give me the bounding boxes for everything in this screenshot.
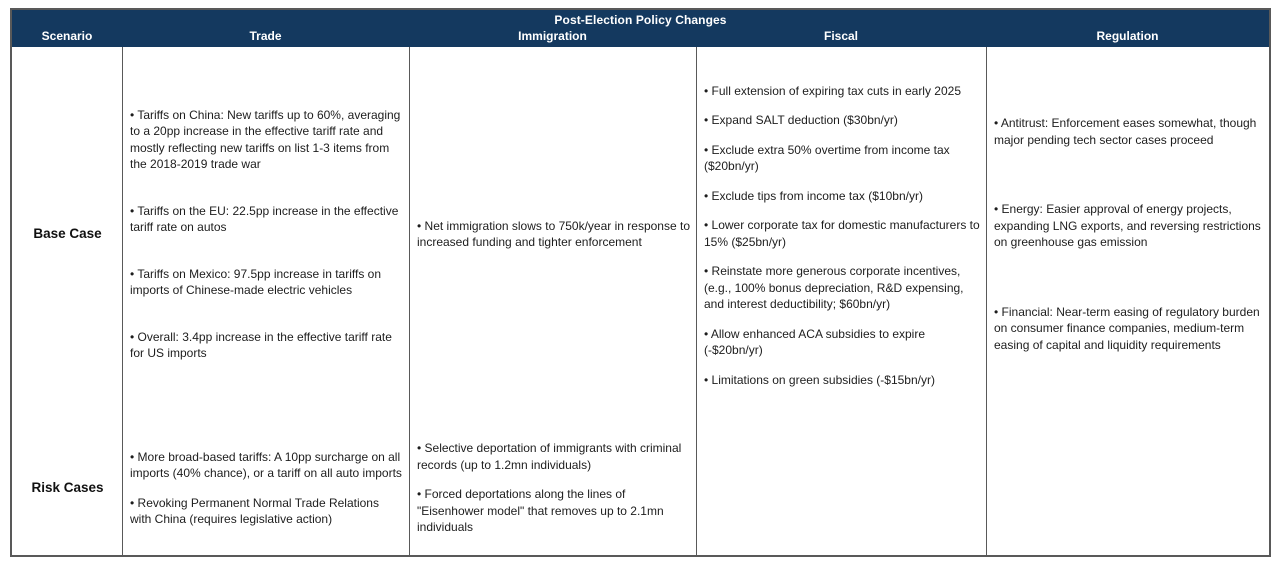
bullet-item: • Tariffs on China: New tariffs up to 60…: [130, 107, 401, 172]
bullet-item: • Reinstate more generous corporate ince…: [704, 264, 964, 312]
bullet-item: • Tariffs on Mexico: 97.5pp increase in …: [130, 266, 382, 298]
cell-risk-fiscal: [696, 421, 986, 555]
bullet-item: • Antitrust: Enforcement eases somewhat,…: [994, 116, 1257, 147]
cell-base-fiscal: • Full extension of expiring tax cuts in…: [696, 47, 986, 421]
column-header-scenario: Scenario: [41, 29, 93, 43]
cell-base-immigration: • Net immigration slows to 750k/year in …: [409, 47, 696, 421]
bullet-item: • Revoking Permanent Normal Trade Relati…: [130, 495, 379, 527]
bullet-item: • Expand SALT deduction ($30bn/yr): [704, 113, 898, 128]
cell-risk-immigration: • Selective deportation of immigrants wi…: [409, 421, 696, 555]
bullet-item: • More broad-based tariffs: A 10pp surch…: [130, 449, 402, 481]
bullet-item: • Limitations on green subsidies (-$15bn…: [704, 372, 935, 387]
bullet-item: • Overall: 3.4pp increase in the effecti…: [130, 329, 392, 361]
bullet-item: • Tariffs on the EU: 22.5pp increase in …: [130, 203, 399, 235]
bullet-item: • Lower corporate tax for domestic manuf…: [704, 218, 980, 249]
column-header-trade: Trade: [249, 29, 282, 43]
cell-base-regulation: • Antitrust: Enforcement eases somewhat,…: [986, 47, 1269, 421]
policy-changes-table: Post-Election Policy Changes Scenario Tr…: [10, 8, 1271, 557]
column-header-row: Scenario Trade Immigration Fiscal Regula…: [12, 30, 1269, 47]
cell-risk-regulation: [986, 421, 1269, 555]
scenario-label-base-case: Base Case: [33, 225, 102, 241]
cell-base-trade: • Tariffs on China: New tariffs up to 60…: [122, 47, 409, 421]
table-body: Base Case • Tariffs on China: New tariff…: [12, 47, 1269, 555]
bullet-item: • Exclude extra 50% overtime from income…: [704, 142, 950, 174]
column-header-regulation: Regulation: [1096, 29, 1159, 43]
bullet-item: • Allow enhanced ACA subsidies to expire…: [704, 326, 926, 358]
bullet-item: • Net immigration slows to 750k/year in …: [417, 218, 690, 250]
table-header: Post-Election Policy Changes Scenario Tr…: [12, 10, 1269, 47]
bullet-item: • Energy: Easier approval of energy proj…: [994, 202, 1261, 249]
cell-risk-trade: • More broad-based tariffs: A 10pp surch…: [122, 421, 409, 555]
bullet-item: • Selective deportation of immigrants wi…: [417, 441, 682, 472]
bullet-item: • Exclude tips from income tax ($10bn/yr…: [704, 188, 923, 203]
bullet-item: • Forced deportations along the lines of…: [417, 487, 664, 535]
column-header-fiscal: Fiscal: [823, 29, 859, 43]
scenario-label-risk-cases: Risk Cases: [31, 479, 104, 495]
bullet-item: • Financial: Near-term easing of regulat…: [994, 304, 1260, 352]
table-title: Post-Election Policy Changes: [554, 13, 727, 27]
column-header-immigration: Immigration: [518, 29, 587, 43]
bullet-item: • Full extension of expiring tax cuts in…: [704, 83, 962, 98]
